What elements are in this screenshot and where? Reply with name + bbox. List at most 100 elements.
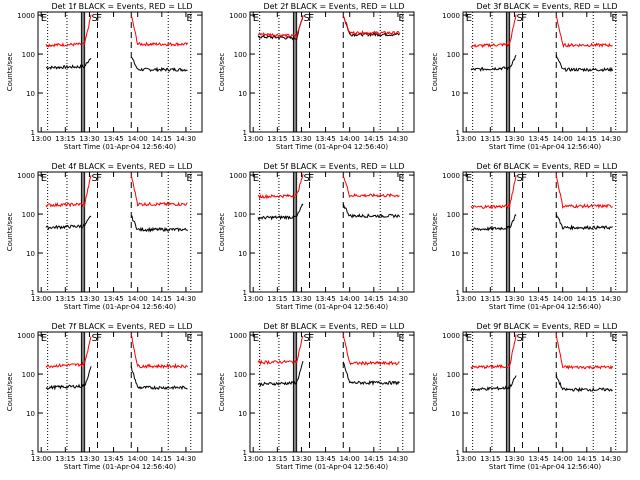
marker-label: S: [303, 13, 309, 24]
marker-label: E: [466, 173, 472, 184]
x-tick-label: 13:30: [291, 295, 311, 303]
marker-label: F: [96, 13, 102, 24]
y-tick-label: 1000: [229, 332, 247, 340]
marker-label: E: [398, 13, 404, 24]
x-tick-label: 13:45: [315, 135, 335, 143]
y-axis-label: Counts/sec: [218, 53, 226, 92]
x-tick-label: 14:00: [553, 295, 573, 303]
series-line-lld: [257, 335, 304, 366]
y-tick-label: 10: [451, 90, 460, 98]
x-tick-label: 13:15: [55, 455, 75, 463]
marker-label: S: [516, 173, 522, 184]
series-line-lld: [130, 334, 188, 369]
x-tick-label: 14:00: [553, 455, 573, 463]
marker-label: E: [466, 13, 472, 24]
series-line-lld: [470, 175, 517, 210]
series-line-lld: [257, 173, 304, 200]
series-line-events: [257, 15, 304, 41]
x-tick-label: 13:15: [267, 455, 287, 463]
x-tick-label: 13:45: [528, 135, 548, 143]
x-tick-label: 13:15: [480, 135, 500, 143]
panel-6: Det 6f BLACK = Events, RED = LLD Counts/s…: [431, 162, 628, 311]
series-line-events: [470, 213, 517, 232]
x-axis-label: Start Time (01-Apr-04 12:56:40): [276, 463, 388, 471]
y-tick-label: 1: [243, 289, 247, 297]
x-tick-label: 13:00: [456, 455, 476, 463]
marker-label: S: [91, 13, 97, 24]
panel-8: Det 8f BLACK = Events, RED = LLD Counts/s…: [218, 322, 415, 471]
x-tick-label: 13:45: [528, 455, 548, 463]
plot-frame: [249, 331, 415, 453]
panel-9: Det 9f BLACK = Events, RED = LLD Counts/s…: [431, 322, 628, 471]
y-tick-label: 1000: [442, 332, 460, 340]
x-axis-label: Start Time (01-Apr-04 12:56:40): [64, 463, 176, 471]
y-tick-label: 100: [22, 51, 35, 59]
y-tick-label: 1: [31, 129, 35, 137]
panel-title: Det 1f BLACK = Events, RED = LLD: [51, 2, 192, 11]
panel-title: Det 2f BLACK = Events, RED = LLD: [263, 2, 404, 11]
series-line-events: [342, 203, 400, 219]
series-line-lld: [555, 333, 613, 370]
x-tick-label: 13:00: [243, 135, 263, 143]
marker-label: S: [303, 333, 309, 344]
x-tick-label: 13:00: [31, 295, 51, 303]
marker-label: E: [41, 173, 47, 184]
y-axis-label: Counts/sec: [6, 373, 14, 412]
x-tick-label: 14:30: [176, 295, 196, 303]
x-tick-label: 13:30: [79, 455, 99, 463]
plot-frame: [249, 11, 415, 133]
x-tick-label: 13:30: [79, 295, 99, 303]
x-tick-label: 13:00: [31, 455, 51, 463]
x-tick-label: 14:00: [340, 135, 360, 143]
y-tick-label: 1000: [17, 12, 35, 20]
y-tick-label: 10: [26, 410, 35, 418]
marker-label: E: [41, 333, 47, 344]
marker-label: E: [398, 333, 404, 344]
y-tick-label: 1000: [229, 172, 247, 180]
x-axis-label: Start Time (01-Apr-04 12:56:40): [276, 143, 388, 151]
y-tick-label: 10: [451, 250, 460, 258]
x-tick-label: 13:30: [504, 135, 524, 143]
marker-label: F: [521, 13, 527, 24]
panel-4: Det 4f BLACK = Events, RED = LLD Counts/s…: [6, 162, 203, 311]
y-tick-label: 100: [447, 51, 460, 59]
x-tick-label: 13:30: [504, 455, 524, 463]
panel-title: Det 7f BLACK = Events, RED = LLD: [51, 322, 192, 331]
y-tick-label: 1: [456, 289, 460, 297]
y-tick-label: 1: [456, 449, 460, 457]
y-axis-label: Counts/sec: [431, 53, 439, 92]
plot-frame: [462, 11, 628, 133]
x-axis-label: Start Time (01-Apr-04 12:56:40): [64, 143, 176, 151]
y-axis-label: Counts/sec: [218, 373, 226, 412]
x-tick-label: 13:30: [291, 455, 311, 463]
marker-label: E: [186, 173, 192, 184]
series-line-events: [130, 56, 188, 73]
plot-frame: [37, 11, 203, 133]
panel-title: Det 5f BLACK = Events, RED = LLD: [263, 162, 404, 171]
x-tick-label: 14:30: [601, 135, 621, 143]
marker-label: S: [303, 173, 309, 184]
x-tick-label: 14:30: [388, 135, 408, 143]
series-line-lld: [555, 174, 613, 209]
y-tick-label: 100: [22, 211, 35, 219]
x-tick-label: 14:15: [152, 135, 172, 143]
series-line-lld: [470, 334, 517, 370]
y-tick-label: 1: [456, 129, 460, 137]
x-tick-label: 13:00: [243, 455, 263, 463]
marker-label: F: [521, 173, 527, 184]
y-tick-label: 10: [238, 90, 247, 98]
marker-label: E: [611, 173, 617, 184]
y-tick-label: 100: [447, 211, 460, 219]
x-axis-label: Start Time (01-Apr-04 12:56:40): [489, 303, 601, 311]
series-line-lld: [257, 15, 304, 39]
x-tick-label: 13:45: [103, 135, 123, 143]
y-tick-label: 1: [243, 449, 247, 457]
y-tick-label: 100: [234, 51, 247, 59]
marker-label: E: [186, 333, 192, 344]
series-line-events: [45, 57, 92, 70]
y-tick-label: 1: [31, 289, 35, 297]
y-tick-label: 10: [238, 410, 247, 418]
x-tick-label: 13:00: [31, 135, 51, 143]
panel-title: Det 4f BLACK = Events, RED = LLD: [51, 162, 192, 171]
